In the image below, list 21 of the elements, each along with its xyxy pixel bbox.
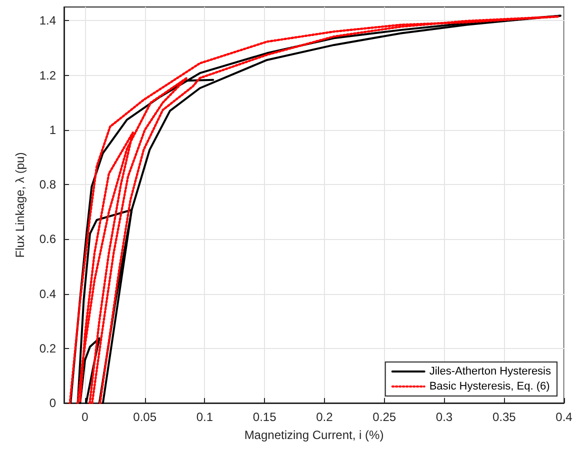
legend-label: Basic Hysteresis, Eq. (6) [429, 380, 550, 392]
x-tick-label: 0 [82, 410, 89, 424]
x-tick-label: 0.1 [196, 410, 214, 424]
x-tick-label: 0.15 [252, 410, 277, 424]
y-tick-label: 0.8 [39, 178, 56, 192]
y-tick-label: 1.4 [39, 14, 56, 28]
x-tick-label: 0.35 [492, 410, 516, 424]
y-tick-label: 0.4 [39, 286, 56, 301]
legend-label: Jiles-Atherton Hysteresis [429, 366, 552, 378]
y-tick-label: 1 [49, 122, 56, 137]
y-tick-label: 0.6 [39, 232, 56, 246]
x-tick-label: 0.05 [133, 410, 157, 424]
x-tick-label: 0.2 [316, 410, 334, 424]
y-tick-label: 0.2 [39, 341, 56, 356]
y-axis-title: Flux Linkage, λ (pu) [13, 152, 27, 258]
x-tick-label: 0.4 [556, 410, 573, 424]
y-tick-label: 0 [49, 396, 56, 410]
x-axis-title: Magnetizing Current, i (%) [244, 428, 384, 442]
x-tick-label: 0.3 [436, 410, 453, 424]
x-tick-label: 0.25 [372, 410, 396, 424]
y-tick-label: 1.2 [39, 68, 56, 82]
